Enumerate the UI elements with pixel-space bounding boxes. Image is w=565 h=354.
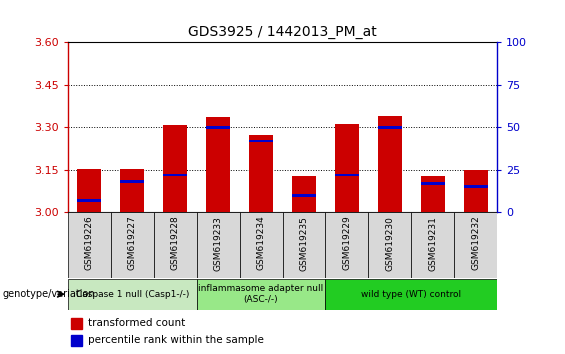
Bar (335, 173, 359, 176)
Bar (282, 212, 325, 278)
Bar (249, 139, 273, 142)
Bar (68, 212, 111, 278)
Text: inflammasome adapter null
(ASC-/-): inflammasome adapter null (ASC-/-) (198, 285, 324, 304)
Text: wild type (WT) control: wild type (WT) control (361, 290, 462, 299)
Bar (163, 125, 187, 212)
Bar (163, 173, 187, 176)
Bar (77, 169, 101, 212)
Bar (206, 126, 230, 129)
Bar (197, 279, 325, 310)
Bar (77, 199, 101, 202)
Bar (154, 212, 197, 278)
Text: GSM619234: GSM619234 (257, 216, 266, 270)
Bar (111, 212, 154, 278)
Bar (325, 212, 368, 278)
Bar (411, 212, 454, 278)
Bar (240, 212, 282, 278)
Bar (249, 135, 273, 212)
Bar (368, 212, 411, 278)
Bar (206, 117, 230, 212)
Bar (120, 169, 144, 212)
Text: GSM619232: GSM619232 (471, 216, 480, 270)
Text: GSM619230: GSM619230 (385, 216, 394, 270)
Text: transformed count: transformed count (88, 318, 185, 328)
Bar (292, 176, 316, 212)
Text: GSM619231: GSM619231 (428, 216, 437, 270)
Bar (464, 185, 488, 188)
Bar (378, 126, 402, 129)
Title: GDS3925 / 1442013_PM_at: GDS3925 / 1442013_PM_at (188, 25, 377, 39)
Bar (68, 279, 197, 310)
Bar (421, 182, 445, 185)
Bar (454, 212, 497, 278)
Text: Caspase 1 null (Casp1-/-): Caspase 1 null (Casp1-/-) (76, 290, 189, 299)
Text: GSM619233: GSM619233 (214, 216, 223, 270)
Bar (120, 181, 144, 183)
Text: GSM619229: GSM619229 (342, 216, 351, 270)
Bar (464, 170, 488, 212)
Text: genotype/variation: genotype/variation (3, 289, 95, 299)
Text: GSM619228: GSM619228 (171, 216, 180, 270)
Bar (421, 176, 445, 212)
Text: percentile rank within the sample: percentile rank within the sample (88, 336, 264, 346)
Text: GSM619235: GSM619235 (299, 216, 308, 270)
Bar (335, 124, 359, 212)
Bar (325, 279, 497, 310)
Text: GSM619226: GSM619226 (85, 216, 94, 270)
Bar (71, 318, 82, 329)
Text: GSM619227: GSM619227 (128, 216, 137, 270)
Bar (378, 116, 402, 212)
Bar (292, 194, 316, 197)
Bar (197, 212, 240, 278)
Bar (71, 335, 82, 346)
